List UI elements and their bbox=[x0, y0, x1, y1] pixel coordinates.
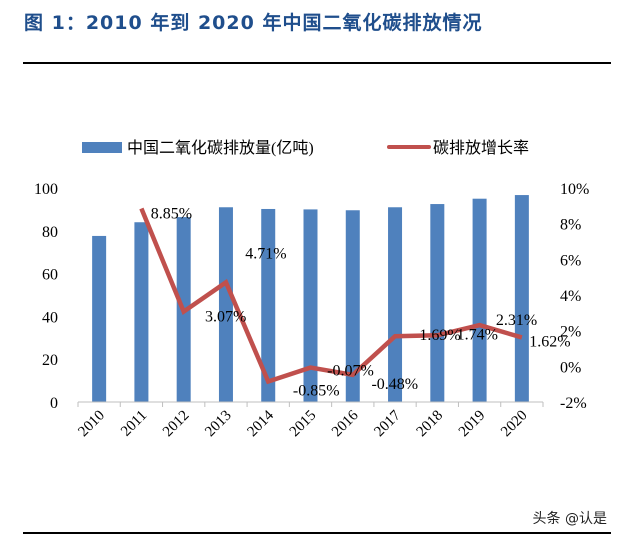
figure-title: 图 1：2010 年到 2020 年中国二氧化碳排放情况 bbox=[24, 12, 483, 34]
x-tick-label: 2015 bbox=[287, 408, 320, 441]
data-label-2014: -0.85% bbox=[293, 382, 340, 399]
y-left-tick-label: 60 bbox=[42, 267, 58, 284]
bar-2015 bbox=[303, 209, 318, 402]
bar-2016 bbox=[345, 210, 360, 402]
y-left-tick-label: 80 bbox=[42, 224, 58, 241]
x-tick-label: 2019 bbox=[456, 408, 489, 441]
y-right-tick-label: -2% bbox=[560, 395, 587, 412]
data-label-2020: 1.62% bbox=[529, 333, 570, 350]
bar-2018 bbox=[430, 204, 445, 402]
x-tick-label: 2014 bbox=[245, 407, 278, 440]
y-right-tick-label: 2% bbox=[560, 324, 581, 341]
x-tick-label: 2011 bbox=[118, 408, 150, 440]
y-right-tick-label: 0% bbox=[560, 359, 581, 376]
x-tick-label: 2013 bbox=[202, 408, 235, 441]
bar-2010 bbox=[92, 235, 107, 402]
data-label-2012: 3.07% bbox=[205, 309, 246, 326]
y-left-tick-label: 40 bbox=[42, 309, 58, 326]
data-label-2017: 1.69% bbox=[419, 327, 460, 344]
x-tick-label: 2017 bbox=[371, 407, 404, 440]
x-tick-label: 2010 bbox=[75, 408, 108, 441]
x-tick-label: 2012 bbox=[160, 408, 193, 441]
bar-2011 bbox=[134, 222, 149, 402]
title-divider bbox=[23, 62, 611, 64]
y-left-tick-label: 20 bbox=[42, 352, 58, 369]
watermark: 头条 @认是 bbox=[532, 511, 607, 527]
bar-2013 bbox=[218, 207, 233, 402]
data-label-2011: 8.85% bbox=[151, 206, 192, 223]
bar-2017 bbox=[388, 207, 403, 402]
bar-2019 bbox=[472, 198, 487, 402]
y-right-tick-label: 6% bbox=[560, 252, 581, 269]
data-label-2019: 2.31% bbox=[496, 312, 537, 329]
y-left-tick-label: 0 bbox=[50, 395, 58, 412]
y-right-tick-label: 8% bbox=[560, 217, 581, 234]
data-label-2016: -0.48% bbox=[371, 376, 418, 393]
x-tick-label: 2016 bbox=[329, 407, 362, 440]
data-label-2015: -0.07% bbox=[327, 363, 374, 380]
bar-2020 bbox=[514, 195, 529, 402]
y-right-tick-label: 10% bbox=[560, 181, 589, 198]
data-label-2013: 4.71% bbox=[245, 245, 286, 262]
bar-2014 bbox=[261, 208, 276, 402]
legend-bar-label: 中国二氧化碳排放量(亿吨) bbox=[127, 139, 314, 157]
x-tick-label: 2018 bbox=[414, 408, 447, 441]
legend-line-label: 碳排放增长率 bbox=[433, 139, 529, 157]
growth-rate-line bbox=[139, 207, 523, 385]
bottom-divider bbox=[23, 532, 611, 534]
legend-bar-swatch bbox=[82, 142, 122, 153]
x-tick-label: 2020 bbox=[498, 408, 531, 441]
data-label-2018: 1.74% bbox=[457, 326, 498, 343]
y-left-tick-label: 100 bbox=[34, 181, 58, 198]
y-right-tick-label: 4% bbox=[560, 288, 581, 305]
